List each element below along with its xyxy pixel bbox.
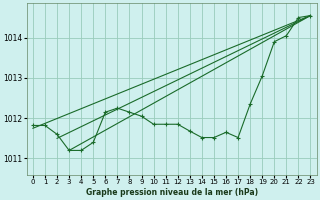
X-axis label: Graphe pression niveau de la mer (hPa): Graphe pression niveau de la mer (hPa) <box>86 188 258 197</box>
